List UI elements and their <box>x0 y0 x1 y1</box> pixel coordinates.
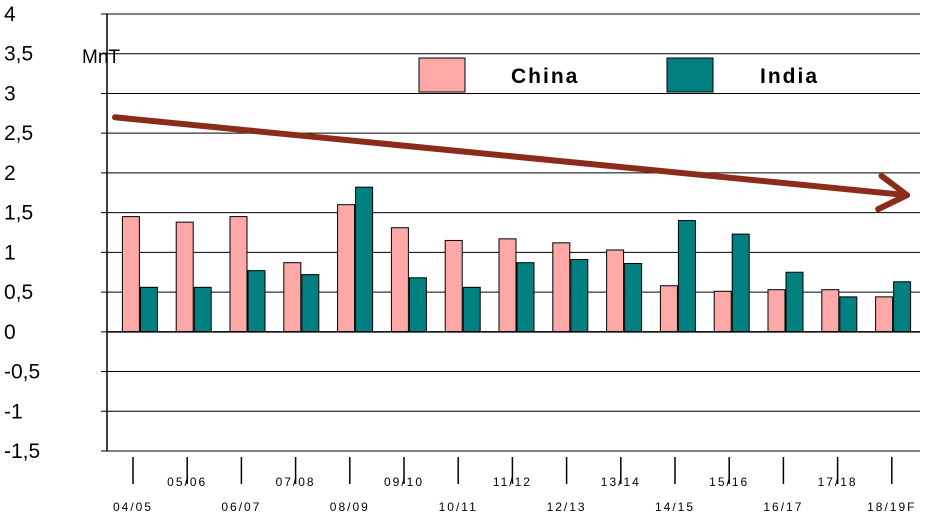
bar-india-14-15 <box>677 220 696 333</box>
y-tick-label: 0,5 <box>4 281 33 304</box>
bar-india-12-13 <box>570 259 589 333</box>
trend-arrowhead <box>875 172 910 213</box>
bar-china-11-12 <box>498 238 517 333</box>
bars <box>121 186 912 333</box>
x-tick-label: 09/10 <box>384 475 424 489</box>
x-tick-label: 08/09 <box>330 500 370 514</box>
bar-china-09-10 <box>390 227 409 333</box>
y-tick-label: -0,5 <box>4 361 40 384</box>
bar-china-17-18 <box>821 289 840 333</box>
bar-china-14-15 <box>659 285 678 333</box>
x-tick-label: 15/16 <box>709 475 749 489</box>
bar-india-17-18 <box>839 296 858 333</box>
y-tick-label: 3 <box>4 82 16 105</box>
bar-india-07-08 <box>301 274 320 333</box>
x-tick-label: 17/18 <box>818 475 858 489</box>
bar-india-04-05 <box>139 286 158 333</box>
y-tick-label: 2 <box>4 162 16 185</box>
y-tick-label: -1,5 <box>4 440 40 463</box>
bar-china-08-09 <box>337 204 356 333</box>
y-tick-label: 4 <box>4 3 16 26</box>
x-tick-label: 14/15 <box>655 500 695 514</box>
y-tick-label: -1 <box>4 400 23 423</box>
bar-india-06-07 <box>247 270 266 333</box>
bar-china-13-14 <box>606 249 625 333</box>
x-axis-ticks: 04/05 05/06 06/07 07/08 08/09 09/10 10/11 11/12… <box>113 475 916 514</box>
bar-india-08-09 <box>355 186 374 333</box>
bar-india-10-11 <box>462 286 481 333</box>
bar-china-16-17 <box>767 289 786 333</box>
unit-label: MnT <box>82 47 120 68</box>
bar-india-18-19F <box>893 281 912 333</box>
x-tick-label: 18/19F <box>867 500 916 514</box>
bar-china-18-19F <box>875 296 894 333</box>
bar-india-16-17 <box>785 271 804 333</box>
x-tick-label: 11/12 <box>493 475 532 489</box>
legend: China India <box>418 57 819 93</box>
x-tick-label: 16/17 <box>763 500 803 514</box>
y-tick-label: 0 <box>4 321 16 344</box>
legend-label-india: India <box>760 65 819 88</box>
x-tick-label: 07/08 <box>276 475 316 489</box>
y-tick-label: 2,5 <box>4 122 33 145</box>
x-tick-label: 05/06 <box>167 475 207 489</box>
legend-swatch-india <box>666 57 714 93</box>
x-tick-label: 10/11 <box>439 500 478 514</box>
bar-china-15-16 <box>713 290 732 333</box>
bar-china-10-11 <box>444 239 463 333</box>
bar-china-04-05 <box>121 216 140 333</box>
y-axis-ticks: 4 3,5 3 2,5 2 1,5 1 0,5 0 -0,5 -1 -1,5 <box>4 3 40 463</box>
bar-india-13-14 <box>624 262 643 333</box>
bar-india-05-06 <box>193 286 212 333</box>
bar-china-07-08 <box>283 262 302 333</box>
y-tick-label: 3,5 <box>4 43 33 66</box>
x-tick-label: 04/05 <box>113 500 153 514</box>
bar-china-05-06 <box>175 221 194 333</box>
bar-india-15-16 <box>731 233 750 333</box>
x-tick-label: 13/14 <box>601 475 641 489</box>
y-tick-label: 1 <box>4 241 16 264</box>
x-tick-label: 06/07 <box>221 500 261 514</box>
gridlines <box>101 13 920 452</box>
bar-india-09-10 <box>408 277 427 333</box>
bar-india-11-12 <box>516 262 535 333</box>
y-tick-label: 1,5 <box>4 202 33 225</box>
trend-arrow <box>112 114 910 213</box>
legend-swatch-china <box>418 57 466 93</box>
legend-label-china: China <box>511 65 579 88</box>
bar-china-12-13 <box>552 242 571 333</box>
x-axis <box>107 331 920 484</box>
x-tick-label: 12/13 <box>547 500 587 514</box>
trend-line <box>112 114 910 199</box>
bar-china-06-07 <box>229 216 248 333</box>
